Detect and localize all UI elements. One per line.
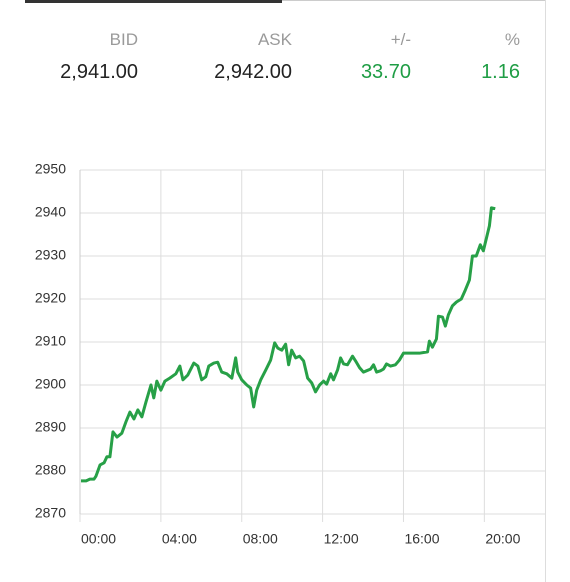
x-tick-label: 16:00 (404, 531, 439, 547)
ask-value: 2,942.00 (214, 61, 292, 83)
x-tick-label: 20:00 (485, 531, 520, 547)
y-tick-label: 2940 (35, 204, 66, 220)
column-header: ASK (257, 30, 292, 49)
tab-bar (25, 0, 545, 4)
column-header: % (504, 30, 520, 49)
y-tick-label: 2930 (35, 247, 66, 263)
y-tick-label: 2880 (35, 462, 66, 478)
price-line (81, 206, 496, 483)
y-tick-label: 2920 (35, 290, 66, 306)
x-tick-label: 04:00 (162, 531, 197, 547)
quote-column: % 1.16 (400, 28, 520, 84)
y-tick-label: 2870 (35, 505, 66, 521)
y-tick-label: 2910 (35, 333, 66, 349)
panel-border (545, 0, 546, 582)
x-tick-label: 00:00 (81, 531, 116, 547)
bid-value: 2,941.00 (60, 61, 138, 83)
percent-value: 1.16 (481, 61, 520, 83)
quote-column: BID 2,941.00 (18, 28, 138, 84)
change-value: 33.70 (360, 61, 411, 83)
column-header: BID (109, 30, 138, 49)
y-tick-label: 2950 (35, 161, 66, 177)
active-tab-indicator (25, 0, 282, 3)
y-tick-label: 2900 (35, 376, 66, 392)
column-header: +/- (390, 30, 411, 49)
tab-divider (282, 0, 545, 1)
chart: 2870 2880 2890 2900 2910 2920 2930 2940 2950 00:0… (35, 161, 545, 547)
quote-column: +/- 33.70 (291, 28, 411, 84)
y-tick-label: 2890 (35, 419, 66, 435)
x-tick-label: 08:00 (243, 531, 278, 547)
x-tick-label: 12:00 (324, 531, 359, 547)
quote-column: ASK 2,942.00 (172, 28, 292, 84)
